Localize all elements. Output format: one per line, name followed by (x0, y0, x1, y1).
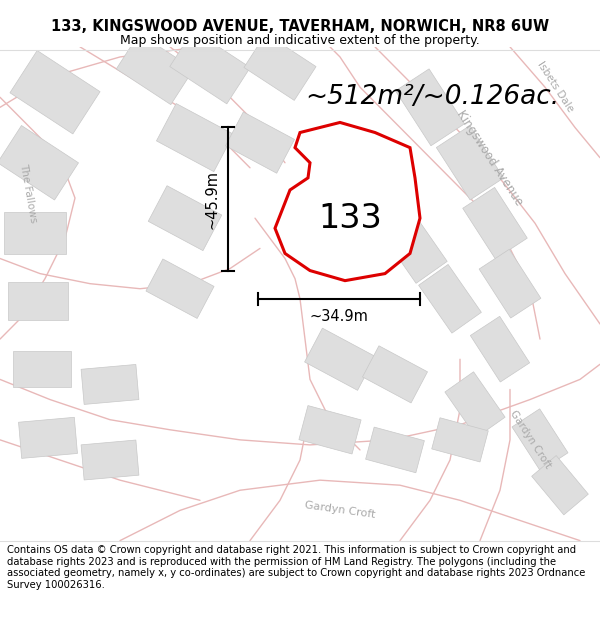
Polygon shape (13, 351, 71, 388)
Polygon shape (0, 126, 79, 200)
Polygon shape (432, 418, 488, 462)
Polygon shape (445, 372, 505, 438)
Text: Map shows position and indicative extent of the property.: Map shows position and indicative extent… (120, 34, 480, 47)
Text: Contains OS data © Crown copyright and database right 2021. This information is : Contains OS data © Crown copyright and d… (7, 545, 586, 590)
Polygon shape (244, 34, 316, 101)
Text: The Fallows: The Fallows (18, 162, 38, 224)
Polygon shape (148, 186, 222, 251)
Polygon shape (157, 104, 233, 172)
Text: ~45.9m: ~45.9m (205, 169, 220, 229)
Polygon shape (4, 212, 66, 254)
Polygon shape (532, 456, 589, 515)
Text: ~512m²/~0.126ac.: ~512m²/~0.126ac. (305, 84, 559, 110)
Polygon shape (470, 316, 530, 382)
Polygon shape (463, 188, 527, 259)
Polygon shape (365, 427, 424, 472)
Text: ~34.9m: ~34.9m (310, 309, 368, 324)
Polygon shape (512, 409, 568, 471)
Polygon shape (146, 259, 214, 319)
Polygon shape (10, 51, 100, 134)
Text: 133: 133 (318, 202, 382, 234)
Polygon shape (275, 122, 420, 281)
Polygon shape (383, 214, 447, 283)
Polygon shape (419, 264, 481, 333)
Polygon shape (8, 282, 68, 320)
Text: Kingswood Avenue: Kingswood Avenue (454, 107, 526, 208)
Polygon shape (436, 126, 503, 200)
Polygon shape (362, 346, 427, 403)
Polygon shape (170, 30, 250, 104)
Polygon shape (81, 364, 139, 404)
Polygon shape (226, 112, 295, 173)
Polygon shape (81, 440, 139, 480)
Polygon shape (116, 34, 194, 104)
Text: Gardyn Croft: Gardyn Croft (508, 409, 553, 471)
Polygon shape (19, 418, 77, 458)
Polygon shape (395, 69, 464, 146)
Polygon shape (299, 406, 361, 454)
Polygon shape (305, 328, 376, 391)
Polygon shape (479, 249, 541, 318)
Text: Gardyn Croft: Gardyn Croft (304, 501, 376, 520)
Text: Isbets Dale: Isbets Dale (535, 60, 575, 114)
Text: 133, KINGSWOOD AVENUE, TAVERHAM, NORWICH, NR8 6UW: 133, KINGSWOOD AVENUE, TAVERHAM, NORWICH… (51, 19, 549, 34)
